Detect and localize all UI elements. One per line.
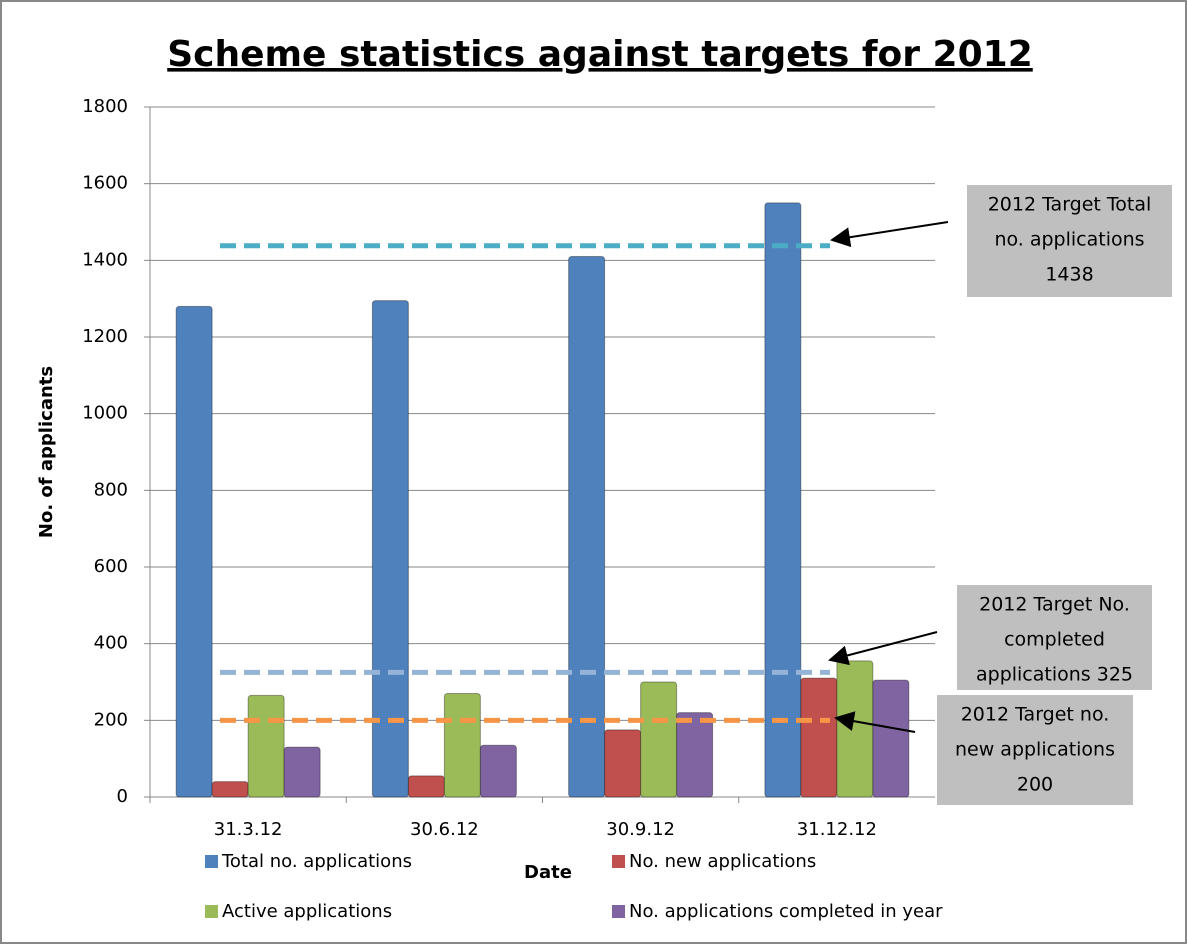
bar	[407, 775, 445, 798]
legend-label: No. applications completed in year	[629, 901, 943, 922]
annotation-text: applications 325	[976, 664, 1133, 686]
bar	[175, 305, 213, 798]
bar	[872, 679, 910, 798]
y-tick-label: 1400	[82, 249, 128, 270]
y-axis-label: No. of applicants	[36, 366, 57, 538]
annotation-box	[967, 185, 1172, 297]
x-axis-label: Date	[524, 862, 572, 883]
bar	[283, 746, 321, 798]
annotation-text: 2012 Target No.	[979, 594, 1130, 616]
legend-swatch	[205, 905, 218, 918]
x-tick-label: 31.12.12	[797, 819, 877, 840]
bar	[247, 694, 285, 798]
legend-label: Active applications	[222, 901, 392, 922]
legend-label: Total no. applications	[221, 851, 412, 872]
bar	[836, 660, 874, 798]
annotation-text: new applications	[955, 739, 1115, 761]
x-tick-label: 30.6.12	[410, 819, 479, 840]
y-tick-label: 600	[94, 556, 128, 577]
annotation-text: completed	[1004, 629, 1105, 651]
y-tick-label: 1800	[82, 96, 128, 117]
bar	[604, 729, 642, 798]
y-tick-label: 400	[94, 633, 128, 654]
y-tick-label: 1600	[82, 173, 128, 194]
y-tick-label: 800	[94, 479, 128, 500]
y-tick-label: 0	[117, 786, 128, 807]
y-tick-label: 200	[94, 709, 128, 730]
bar	[479, 744, 517, 798]
annotation-text: 2012 Target no.	[961, 704, 1110, 726]
legend-swatch	[612, 905, 625, 918]
legend-swatch	[205, 855, 218, 868]
legend-label: No. new applications	[629, 851, 816, 872]
bar	[676, 712, 714, 798]
y-tick-label: 1200	[82, 326, 128, 347]
chart-title: Scheme statistics against targets for 20…	[167, 34, 1033, 75]
bar	[568, 256, 606, 798]
bar	[764, 202, 802, 798]
annotation-text: no. applications	[994, 229, 1144, 251]
bar	[211, 781, 249, 798]
bar	[800, 677, 838, 798]
y-tick-label: 1000	[82, 403, 128, 424]
annotation-text: 200	[1017, 774, 1053, 796]
annotation-text: 2012 Target Total	[988, 194, 1152, 216]
annotation-box	[937, 695, 1133, 805]
annotation-box	[957, 585, 1152, 690]
legend-swatch	[612, 855, 625, 868]
annotation-arrow	[830, 221, 949, 248]
bar	[640, 681, 678, 798]
annotation-text: 1438	[1045, 264, 1093, 286]
bar	[443, 693, 481, 798]
annotation-arrow	[834, 711, 916, 733]
x-tick-label: 30.9.12	[606, 819, 675, 840]
x-tick-label: 31.3.12	[214, 819, 283, 840]
annotation-arrow	[828, 631, 938, 666]
